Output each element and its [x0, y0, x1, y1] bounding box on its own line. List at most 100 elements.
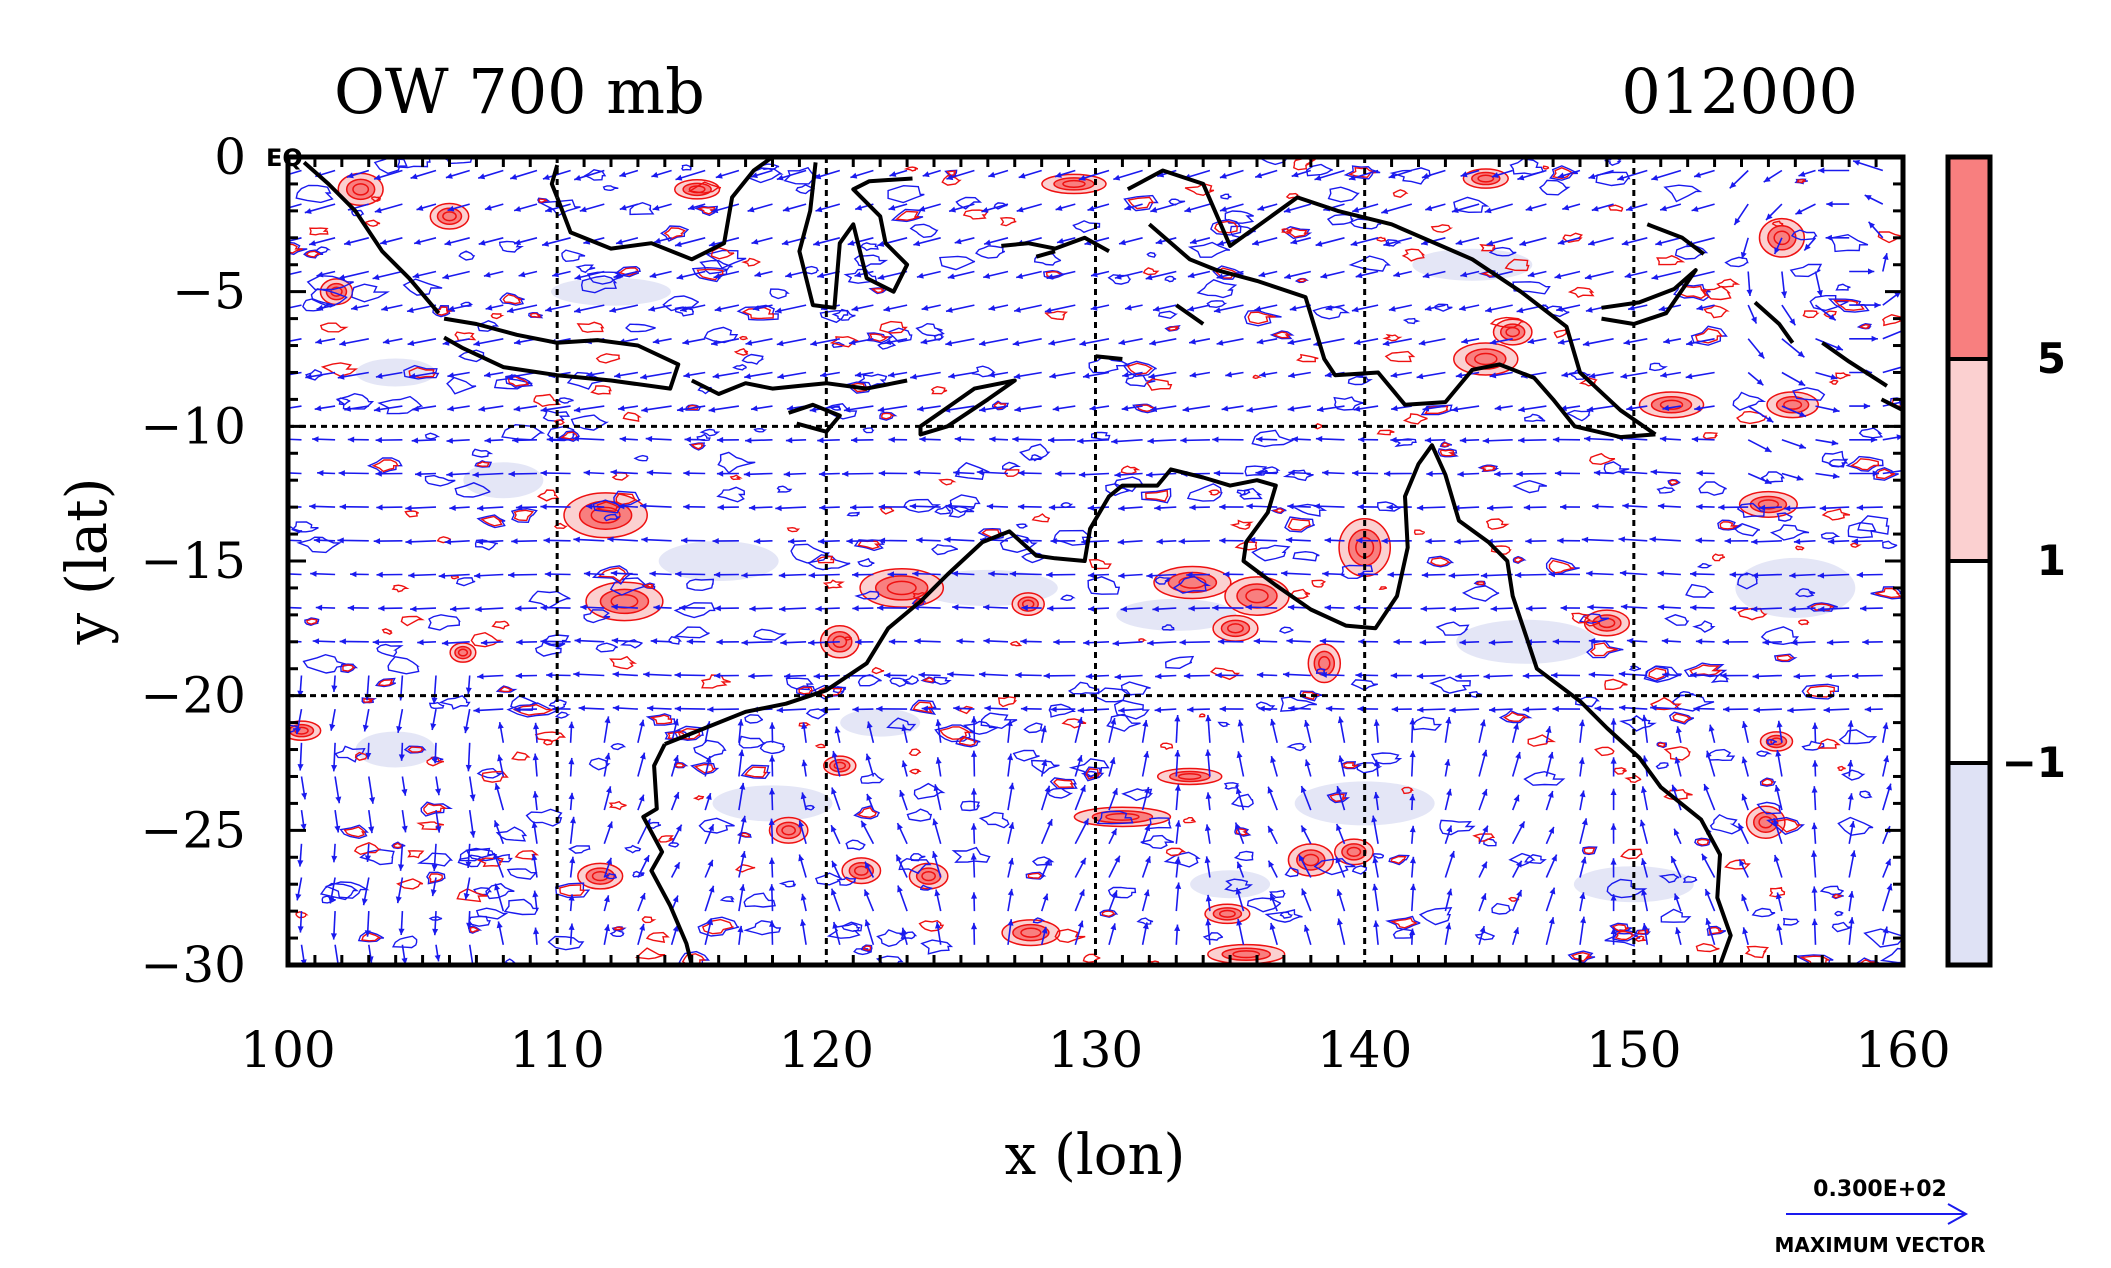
wind-arrowhead	[1190, 372, 1197, 378]
wind-arrowhead	[977, 469, 983, 475]
wind-arrowhead	[1008, 858, 1014, 865]
wind-arrowhead	[714, 673, 720, 679]
wind-arrowhead	[605, 753, 611, 760]
negative-contour	[675, 603, 714, 618]
wind-arrowhead	[1205, 824, 1211, 831]
negative-contour	[1686, 585, 1712, 597]
positive-contour	[1621, 849, 1642, 858]
negative-contour	[961, 801, 979, 810]
equator-label: EQ	[266, 144, 303, 172]
wind-arrowhead	[1445, 923, 1451, 930]
wind-arrowhead	[1849, 821, 1855, 828]
wind-arrowhead	[706, 793, 712, 800]
wind-arrowhead	[1410, 826, 1416, 833]
negative-contour	[861, 773, 883, 783]
x-axis-label: x (lon)	[1005, 1123, 1186, 1188]
wind-arrowhead	[715, 306, 722, 312]
wind-arrowhead	[432, 929, 438, 935]
wind-arrowhead	[682, 339, 689, 345]
positive-core	[830, 760, 850, 772]
wind-arrowhead	[573, 671, 579, 677]
wind-arrowhead	[683, 504, 689, 510]
negative-contour	[430, 703, 444, 709]
negative-contour	[1665, 185, 1700, 201]
wind-arrowhead	[1812, 886, 1818, 892]
wind-arrowhead	[1013, 340, 1020, 346]
wind-arrowhead	[715, 605, 721, 611]
wind-arrowhead	[1730, 572, 1736, 578]
wind-arrowhead	[613, 705, 620, 711]
negative-contour	[878, 930, 905, 946]
positive-contour	[592, 386, 611, 394]
wind-arrowhead	[511, 538, 517, 544]
wind-arrowhead	[1611, 718, 1617, 724]
positive-contour	[1697, 944, 1720, 952]
wind-arrowhead	[575, 638, 581, 644]
wind-arrowhead	[1238, 720, 1244, 727]
wind-arrowhead	[1047, 605, 1053, 611]
wind-arrow	[280, 574, 301, 575]
wind-arrowhead	[569, 924, 575, 931]
negative-contour	[469, 917, 490, 927]
wind-arrowhead	[340, 504, 346, 510]
negative-contour	[956, 463, 990, 479]
wind-arrowhead	[1257, 672, 1263, 678]
wind-arrowhead	[1481, 893, 1487, 900]
wind-arrowhead	[574, 307, 581, 313]
wind-arrowhead	[1587, 604, 1594, 610]
wind-arrowhead	[989, 305, 996, 311]
wind-arrowhead	[431, 889, 437, 896]
wind-arrowhead	[1625, 272, 1632, 278]
positive-contour	[659, 836, 674, 842]
positive-contour	[393, 585, 407, 592]
negative-contour	[352, 284, 388, 302]
negative-contour	[922, 940, 952, 954]
wind-arrowhead	[1482, 789, 1488, 796]
ow-contours	[274, 149, 1915, 970]
positive-contour	[321, 323, 346, 332]
negative-contour	[981, 713, 1017, 728]
positive-contour	[1184, 818, 1195, 823]
positive-contour	[1528, 735, 1553, 746]
wind-arrowhead	[486, 305, 493, 311]
wind-arrowhead	[919, 672, 925, 678]
colorbar-label: 5	[2037, 334, 2066, 383]
wind-arrowhead	[514, 339, 521, 345]
wind-arrowhead	[398, 864, 404, 871]
wind-arrowhead	[769, 884, 775, 890]
wind-arrowhead	[339, 340, 346, 346]
wind-arrowhead	[1118, 505, 1125, 511]
negative-contour	[1650, 363, 1666, 370]
wind-arrowhead	[1254, 638, 1260, 644]
wind-arrowhead	[1611, 858, 1617, 864]
wind-arrowhead	[1119, 339, 1126, 345]
wind-arrowhead	[1611, 823, 1617, 829]
wind-arrowhead	[396, 896, 402, 903]
negative-contour	[1835, 912, 1843, 916]
wind-arrowhead	[1014, 307, 1021, 313]
positive-contour	[578, 322, 603, 332]
positive-contour	[1799, 620, 1809, 625]
wind-arrowhead	[1009, 822, 1015, 829]
wind-arrowhead	[1270, 719, 1276, 726]
wind-arrowhead	[1417, 505, 1423, 511]
wind-arrowhead	[309, 503, 315, 509]
wind-arrowhead	[1018, 504, 1024, 510]
wind-arrowhead	[1523, 707, 1529, 713]
wind-arrowhead	[446, 471, 453, 477]
wind-arrowhead	[1753, 673, 1759, 679]
wind-arrowhead	[1325, 372, 1332, 378]
wind-arrowhead	[464, 893, 470, 900]
positive-contour	[544, 740, 552, 745]
wind-arrowhead	[1826, 673, 1833, 679]
negative-contour	[1440, 820, 1474, 834]
negative-contour	[1267, 910, 1303, 922]
positive-contour	[1033, 514, 1050, 522]
negative-contour	[908, 809, 932, 821]
negative-contour	[426, 476, 456, 486]
negative-contour	[570, 846, 590, 853]
wind-arrowhead	[1485, 307, 1492, 313]
wind-arrowhead	[609, 307, 616, 313]
wind-arrowhead	[1320, 638, 1326, 644]
negative-contour	[1285, 470, 1313, 480]
